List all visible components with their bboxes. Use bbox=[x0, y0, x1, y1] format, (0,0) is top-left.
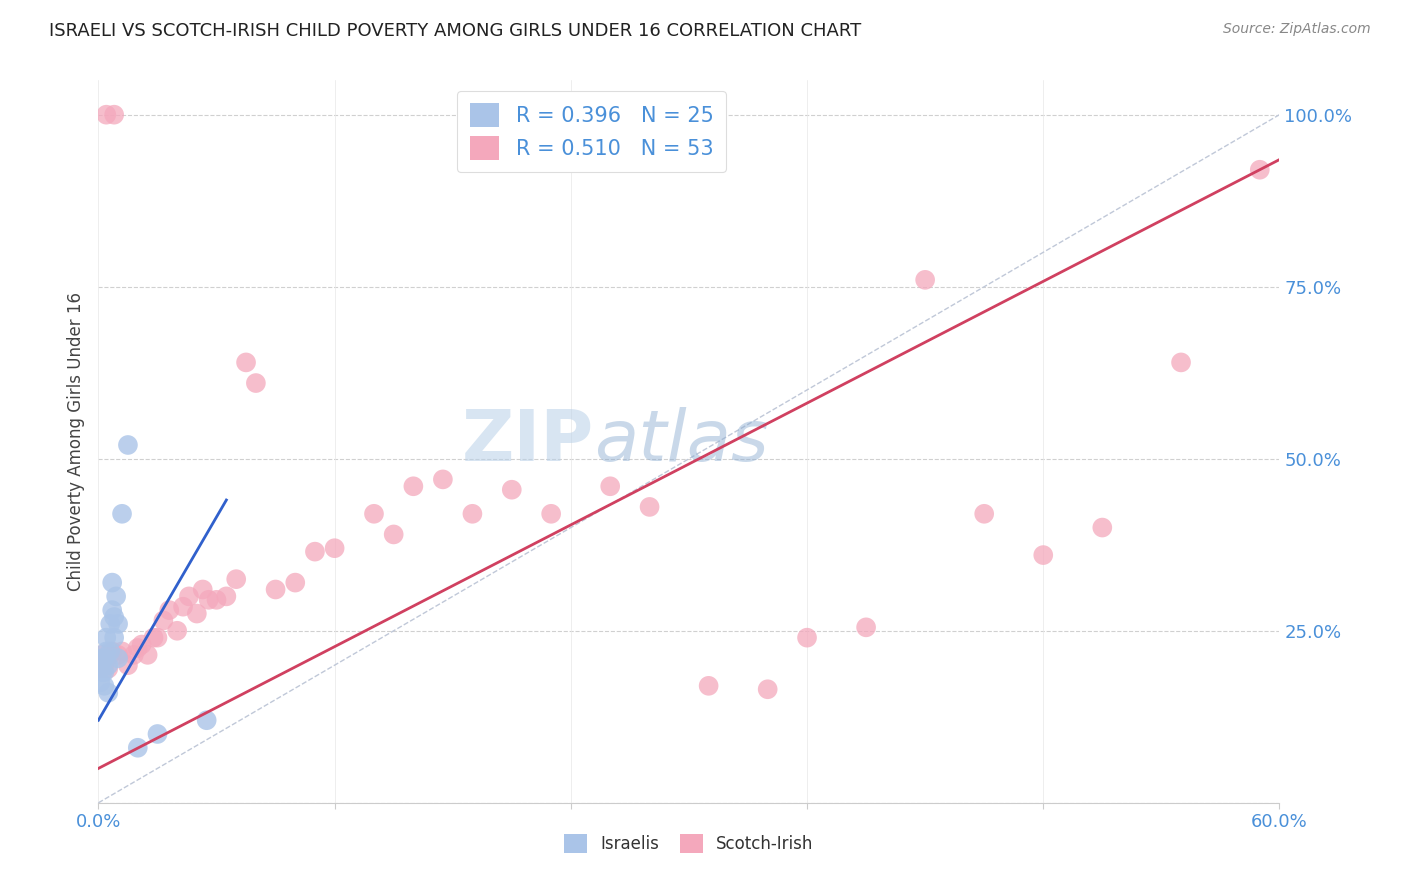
Point bbox=[89, 662, 111, 676]
Point bbox=[146, 727, 169, 741]
Point bbox=[103, 610, 125, 624]
Point bbox=[89, 662, 111, 676]
Point bbox=[284, 575, 307, 590]
Point bbox=[93, 665, 115, 679]
Point bbox=[402, 479, 425, 493]
Point bbox=[98, 644, 121, 658]
Point bbox=[501, 483, 523, 497]
Point bbox=[142, 631, 165, 645]
Point bbox=[172, 599, 194, 614]
Point bbox=[98, 648, 121, 662]
Point bbox=[225, 572, 247, 586]
Point bbox=[107, 651, 129, 665]
Text: Source: ZipAtlas.com: Source: ZipAtlas.com bbox=[1223, 22, 1371, 37]
Point bbox=[304, 544, 326, 558]
Point bbox=[91, 651, 114, 665]
Point bbox=[599, 479, 621, 493]
Point bbox=[122, 648, 145, 662]
Point bbox=[89, 675, 111, 690]
Point bbox=[93, 679, 115, 693]
Point bbox=[127, 640, 149, 655]
Point bbox=[131, 638, 153, 652]
Point bbox=[1091, 520, 1114, 534]
Point bbox=[127, 740, 149, 755]
Point bbox=[540, 507, 562, 521]
Point bbox=[461, 507, 484, 521]
Point bbox=[107, 616, 129, 631]
Text: ISRAELI VS SCOTCH-IRISH CHILD POVERTY AMONG GIRLS UNDER 16 CORRELATION CHART: ISRAELI VS SCOTCH-IRISH CHILD POVERTY AM… bbox=[49, 22, 862, 40]
Y-axis label: Child Poverty Among Girls Under 16: Child Poverty Among Girls Under 16 bbox=[66, 292, 84, 591]
Point bbox=[245, 376, 267, 390]
Legend: Israelis, Scotch-Irish: Israelis, Scotch-Irish bbox=[558, 827, 820, 860]
Point bbox=[93, 658, 115, 673]
Point bbox=[855, 620, 877, 634]
Point bbox=[157, 603, 180, 617]
Point bbox=[101, 644, 124, 658]
Point bbox=[105, 590, 128, 604]
Point bbox=[146, 631, 169, 645]
Point bbox=[1032, 548, 1054, 562]
Point bbox=[152, 614, 174, 628]
Point bbox=[91, 665, 114, 679]
Point bbox=[195, 713, 218, 727]
Text: ZIP: ZIP bbox=[463, 407, 595, 476]
Point bbox=[235, 355, 257, 369]
Point bbox=[382, 527, 405, 541]
Point bbox=[796, 631, 818, 645]
Point bbox=[111, 507, 134, 521]
Point bbox=[97, 686, 120, 700]
Point bbox=[97, 658, 120, 673]
Point bbox=[103, 631, 125, 645]
Point bbox=[101, 603, 124, 617]
Point bbox=[101, 575, 124, 590]
Point bbox=[432, 472, 454, 486]
Point bbox=[197, 592, 219, 607]
Point bbox=[93, 651, 115, 665]
Point bbox=[186, 607, 208, 621]
Point bbox=[697, 679, 720, 693]
Point bbox=[191, 582, 214, 597]
Point bbox=[91, 648, 114, 662]
Point bbox=[1249, 162, 1271, 177]
Point bbox=[177, 590, 200, 604]
Point bbox=[97, 662, 120, 676]
Point bbox=[96, 108, 118, 122]
Point bbox=[914, 273, 936, 287]
Point bbox=[973, 507, 995, 521]
Point bbox=[111, 644, 134, 658]
Point bbox=[103, 108, 125, 122]
Point bbox=[1170, 355, 1192, 369]
Point bbox=[98, 616, 121, 631]
Point bbox=[117, 658, 139, 673]
Point bbox=[363, 507, 385, 521]
Point bbox=[96, 644, 118, 658]
Point bbox=[107, 648, 129, 662]
Point bbox=[756, 682, 779, 697]
Point bbox=[136, 648, 159, 662]
Point bbox=[215, 590, 238, 604]
Point bbox=[96, 631, 118, 645]
Point bbox=[117, 438, 139, 452]
Point bbox=[205, 592, 228, 607]
Point bbox=[638, 500, 661, 514]
Text: atlas: atlas bbox=[595, 407, 769, 476]
Point bbox=[264, 582, 287, 597]
Point bbox=[323, 541, 346, 556]
Point bbox=[166, 624, 188, 638]
